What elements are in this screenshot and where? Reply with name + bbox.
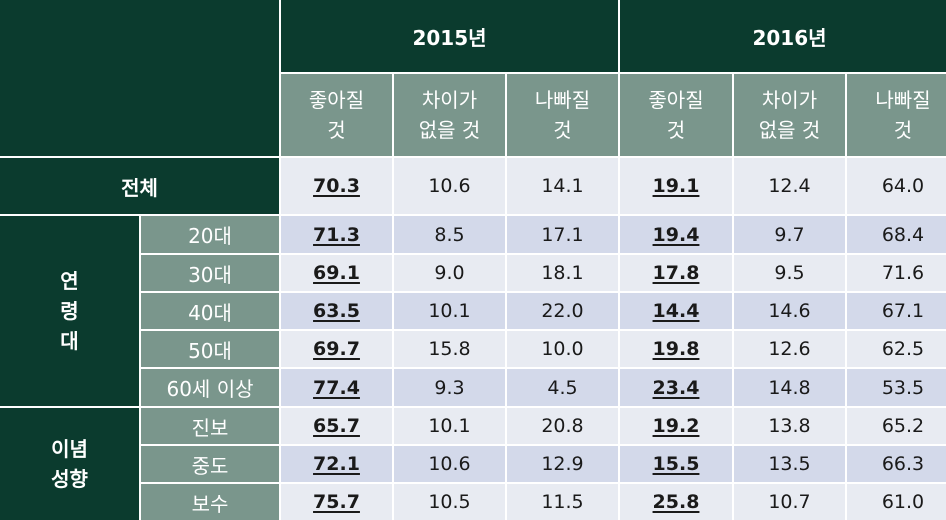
table-cell: 4.5 (507, 369, 618, 406)
row-label: 60세 이상 (141, 369, 279, 406)
table-cell: 10.5 (394, 484, 505, 520)
table-cell: 17.1 (507, 216, 618, 253)
row-label: 50대 (141, 331, 279, 367)
row-label: 30대 (141, 255, 279, 291)
table-cell: 19.8 (620, 331, 732, 367)
table-cell: 12.4 (734, 158, 845, 214)
table-cell: 14.4 (620, 293, 732, 329)
table-cell: 70.3 (281, 158, 392, 214)
table-cell: 69.7 (281, 331, 392, 367)
subheader-same-2015: 차이가 없을 것 (394, 74, 505, 156)
corner-cell (0, 0, 279, 156)
table-cell: 13.5 (734, 446, 845, 482)
group-label-age: 연 령 대 (0, 216, 139, 406)
table-cell: 65.2 (847, 408, 946, 444)
row-label: 20대 (141, 216, 279, 253)
table-cell: 19.4 (620, 216, 732, 253)
table-cell: 19.1 (620, 158, 732, 214)
table-cell: 15.5 (620, 446, 732, 482)
table-cell: 9.3 (394, 369, 505, 406)
table-cell: 12.6 (734, 331, 845, 367)
table-cell: 53.5 (847, 369, 946, 406)
table-cell: 62.5 (847, 331, 946, 367)
table-cell: 14.1 (507, 158, 618, 214)
row-label: 40대 (141, 293, 279, 329)
table-cell: 19.2 (620, 408, 732, 444)
table-cell: 66.3 (847, 446, 946, 482)
table-cell: 67.1 (847, 293, 946, 329)
table-cell: 64.0 (847, 158, 946, 214)
row-label: 진보 (141, 408, 279, 444)
table-cell: 25.8 (620, 484, 732, 520)
subheader-worse-2015: 나빠질 것 (507, 74, 618, 156)
table-cell: 9.5 (734, 255, 845, 291)
table-cell: 13.8 (734, 408, 845, 444)
table-cell: 18.1 (507, 255, 618, 291)
total-label: 전체 (0, 158, 279, 214)
table-cell: 11.5 (507, 484, 618, 520)
table-cell: 75.7 (281, 484, 392, 520)
table-cell: 71.6 (847, 255, 946, 291)
table-cell: 8.5 (394, 216, 505, 253)
table-cell: 69.1 (281, 255, 392, 291)
group-label-ideology: 이념 성향 (0, 408, 139, 520)
table-cell: 10.1 (394, 293, 505, 329)
table-cell: 22.0 (507, 293, 618, 329)
table-cell: 14.6 (734, 293, 845, 329)
table-cell: 68.4 (847, 216, 946, 253)
row-label: 중도 (141, 446, 279, 482)
table-cell: 20.8 (507, 408, 618, 444)
table-cell: 15.8 (394, 331, 505, 367)
table-cell: 71.3 (281, 216, 392, 253)
table-cell: 65.7 (281, 408, 392, 444)
subheader-same-2016: 차이가 없을 것 (734, 74, 845, 156)
subheader-worse-2016: 나빠질 것 (847, 74, 946, 156)
table-cell: 72.1 (281, 446, 392, 482)
table-cell: 9.7 (734, 216, 845, 253)
table-cell: 10.7 (734, 484, 845, 520)
table-cell: 63.5 (281, 293, 392, 329)
table-cell: 10.1 (394, 408, 505, 444)
table-cell: 14.8 (734, 369, 845, 406)
table-cell: 77.4 (281, 369, 392, 406)
table-cell: 10.6 (394, 158, 505, 214)
year-header-2016: 2016년 (620, 0, 946, 72)
subheader-better-2016: 좋아질 것 (620, 74, 732, 156)
table-cell: 23.4 (620, 369, 732, 406)
table-cell: 17.8 (620, 255, 732, 291)
year-header-2015: 2015년 (281, 0, 618, 72)
table-cell: 9.0 (394, 255, 505, 291)
table-cell: 12.9 (507, 446, 618, 482)
subheader-better-2015: 좋아질 것 (281, 74, 392, 156)
table-cell: 10.6 (394, 446, 505, 482)
table-cell: 61.0 (847, 484, 946, 520)
table-cell: 10.0 (507, 331, 618, 367)
row-label: 보수 (141, 484, 279, 520)
